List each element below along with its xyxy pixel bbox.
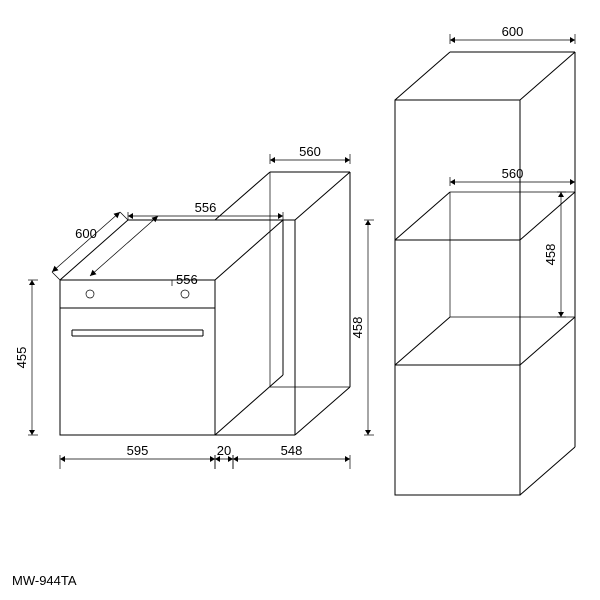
dimension-label: 455 — [14, 347, 29, 369]
appliance-front — [60, 280, 215, 435]
dimension-label: 458 — [350, 317, 365, 339]
dimension-label: 556 — [195, 200, 217, 215]
dimension-label: 600 — [75, 226, 97, 241]
dimension-label: 600 — [502, 24, 524, 39]
dimension-label: 560 — [502, 166, 524, 181]
dimension-label: 560 — [299, 144, 321, 159]
cabinet-column-front — [395, 100, 520, 495]
dimension-label: 20 — [217, 443, 231, 458]
dimension-label: 595 — [127, 443, 149, 458]
dimension-label: 556 — [176, 272, 198, 287]
dimension-label: 548 — [281, 443, 303, 458]
dimension-label: 458 — [543, 244, 558, 266]
model-number: MW-944TA — [12, 573, 77, 588]
